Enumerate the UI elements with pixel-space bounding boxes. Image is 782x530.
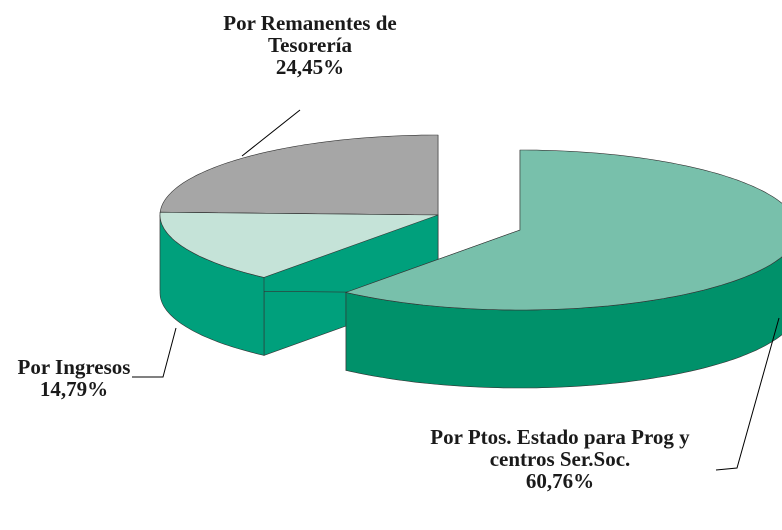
- slice: [159, 211, 439, 278]
- slice-label: Por Remanentes de Tesorería 24,45%: [190, 12, 430, 78]
- slice-label: Por Ptos. Estado para Prog y centros Ser…: [410, 426, 710, 492]
- value-label: 14,79%: [39, 377, 109, 401]
- slice-label: Por Ingresos 14,79%: [4, 356, 144, 400]
- leader-line: [241, 109, 301, 157]
- slice: [159, 134, 439, 216]
- value-label: 24,45%: [275, 55, 345, 79]
- leader-line: [132, 327, 177, 378]
- category-label: Por Remanentes de Tesorería: [223, 11, 397, 57]
- category-label: Por Ingresos: [17, 355, 131, 379]
- leader-line: [715, 317, 780, 471]
- slice: [344, 149, 782, 311]
- category-label: Por Ptos. Estado para Prog y centros Ser…: [430, 425, 690, 471]
- value-label: 60,76%: [525, 469, 595, 493]
